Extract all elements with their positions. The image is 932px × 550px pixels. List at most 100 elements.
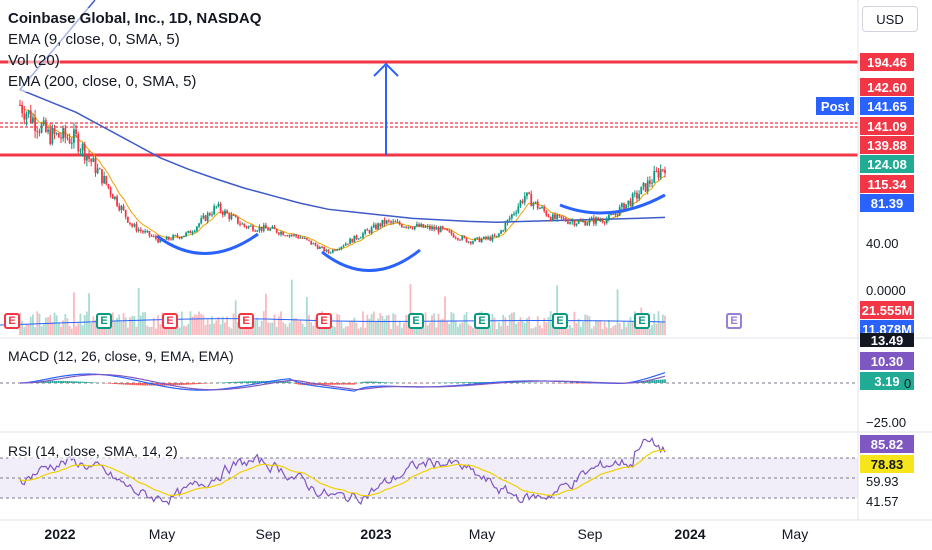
volume-bar (571, 327, 574, 335)
x-axis-label-sep-2023: Sep (577, 526, 603, 542)
macd-histogram-bar (655, 379, 658, 383)
candle-body (224, 210, 226, 215)
macd-histogram-bar (70, 381, 73, 383)
candle-body (142, 230, 144, 233)
earnings-marker[interactable]: E (4, 313, 20, 329)
legend-ema9: EMA (9, close, 0, SMA, 5) (8, 29, 180, 50)
volume-bar (385, 315, 388, 335)
macd-histogram-bar (183, 383, 185, 385)
candle-body (623, 203, 625, 211)
candle-body (193, 230, 196, 233)
volume-bar (163, 326, 166, 335)
candle-body (23, 113, 26, 120)
macd-histogram-bar (224, 382, 226, 383)
candle-body (491, 235, 494, 241)
candle-body (426, 225, 429, 227)
candle-body (387, 220, 390, 222)
candle-body (200, 218, 203, 224)
candle-body (144, 231, 147, 233)
macd-histogram-bar (323, 383, 326, 385)
volume-bar (254, 320, 257, 335)
macd-histogram-bar (349, 383, 351, 385)
volume-bar (370, 314, 373, 335)
candle-body (336, 249, 339, 251)
candle-body (306, 238, 308, 240)
candle-body (314, 243, 317, 246)
volume-bar (497, 322, 500, 335)
candle-body (547, 215, 550, 218)
volume-bar (217, 316, 220, 335)
candle-body (592, 217, 595, 224)
volume-bar (405, 314, 408, 335)
candle-body (584, 220, 587, 226)
macd-histogram-bar (331, 383, 334, 385)
macd-histogram-bar (519, 382, 522, 383)
macd-histogram-bar (116, 383, 118, 385)
macd-histogram-bar (476, 382, 479, 383)
volume-bar (180, 311, 183, 335)
volume-bar (44, 317, 47, 335)
candle-body (497, 233, 500, 236)
volume-bar (605, 327, 608, 335)
candle-body (258, 226, 261, 231)
volume-bar (146, 325, 149, 335)
candle-body (51, 127, 54, 144)
candle-body (543, 207, 546, 211)
volume-bar (167, 328, 170, 335)
candle-body (444, 228, 446, 230)
volume-bar (515, 323, 518, 335)
volume-bar (493, 317, 496, 335)
candle-body (504, 222, 507, 231)
macd-histogram-bar (195, 383, 198, 385)
volume-bar (150, 327, 153, 335)
macd-histogram-bar (180, 383, 183, 385)
candle-body (126, 216, 129, 223)
candle-body (657, 171, 660, 178)
macd-histogram-bar (340, 383, 343, 385)
candle-body (327, 249, 330, 253)
volume-bar (541, 328, 543, 335)
candle-body (582, 220, 584, 222)
macd-histogram-bar (62, 380, 65, 383)
earnings-marker[interactable]: E (238, 313, 254, 329)
candle-body (551, 214, 554, 221)
macd-histogram-bar (241, 381, 244, 383)
macd-histogram-bar (55, 380, 58, 383)
macd-histogram-bar (329, 383, 332, 385)
candle-body (446, 228, 449, 231)
volume-bar (353, 317, 356, 335)
volume-bar (206, 318, 209, 335)
candle-body (638, 194, 641, 199)
volume-bar (556, 285, 559, 335)
earnings-marker[interactable]: E (408, 313, 424, 329)
volume-bar (469, 326, 472, 335)
candle-body (297, 236, 300, 239)
volume-bar (193, 314, 196, 335)
earnings-marker[interactable]: E (726, 313, 742, 329)
candle-body (204, 215, 207, 221)
earnings-marker[interactable]: E (162, 313, 178, 329)
earnings-marker[interactable]: E (552, 313, 568, 329)
earnings-marker[interactable]: E (474, 313, 490, 329)
earnings-marker[interactable]: E (96, 313, 112, 329)
candle-body (653, 171, 656, 183)
candle-body (659, 169, 662, 178)
candle-body (416, 224, 418, 227)
candle-body (633, 192, 636, 194)
candle-body (441, 226, 444, 229)
macd-histogram-bar (344, 383, 347, 385)
candle-body (463, 236, 466, 238)
macd-histogram-bar (457, 382, 459, 383)
volume-bar (92, 316, 95, 335)
earnings-marker[interactable]: E (634, 313, 650, 329)
earnings-marker[interactable]: E (316, 313, 332, 329)
volume-bar (198, 311, 200, 335)
volume-bar (513, 312, 515, 335)
currency-button[interactable]: USD (862, 6, 918, 32)
volume-bar (303, 326, 306, 335)
candle-body (247, 226, 250, 228)
volume-bar (191, 316, 194, 335)
volume-bar (25, 324, 28, 335)
candle-body (228, 213, 231, 219)
candle-body (510, 214, 513, 219)
